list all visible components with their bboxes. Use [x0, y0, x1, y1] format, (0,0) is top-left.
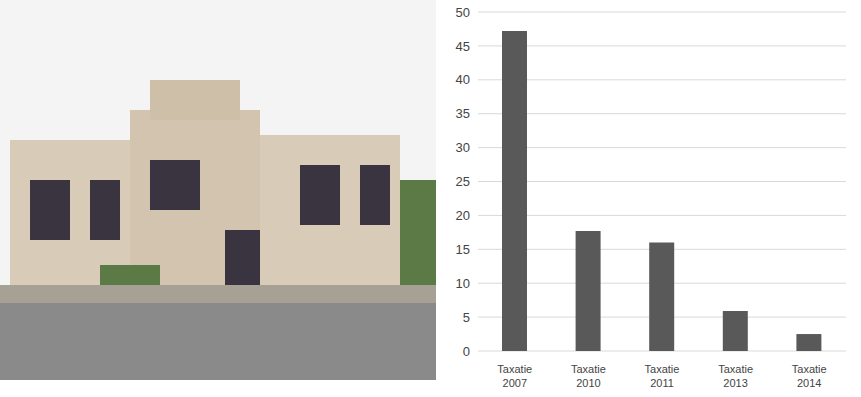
svg-text:20: 20: [456, 208, 470, 223]
svg-text:35: 35: [456, 106, 470, 121]
svg-text:Taxatie2011: Taxatie2011: [645, 363, 680, 389]
svg-text:0: 0: [463, 344, 470, 359]
svg-text:30: 30: [456, 140, 470, 155]
svg-text:Taxatie2007: Taxatie2007: [497, 363, 532, 389]
svg-text:Taxatie2010: Taxatie2010: [571, 363, 606, 389]
svg-text:10: 10: [456, 276, 470, 291]
svg-text:Taxatie2013: Taxatie2013: [718, 363, 753, 389]
svg-text:50: 50: [456, 5, 470, 20]
svg-text:45: 45: [456, 39, 470, 54]
svg-text:15: 15: [456, 242, 470, 257]
svg-text:25: 25: [456, 174, 470, 189]
svg-text:5: 5: [463, 310, 470, 325]
svg-text:40: 40: [456, 72, 470, 87]
svg-text:Taxatie2014: Taxatie2014: [792, 363, 827, 389]
